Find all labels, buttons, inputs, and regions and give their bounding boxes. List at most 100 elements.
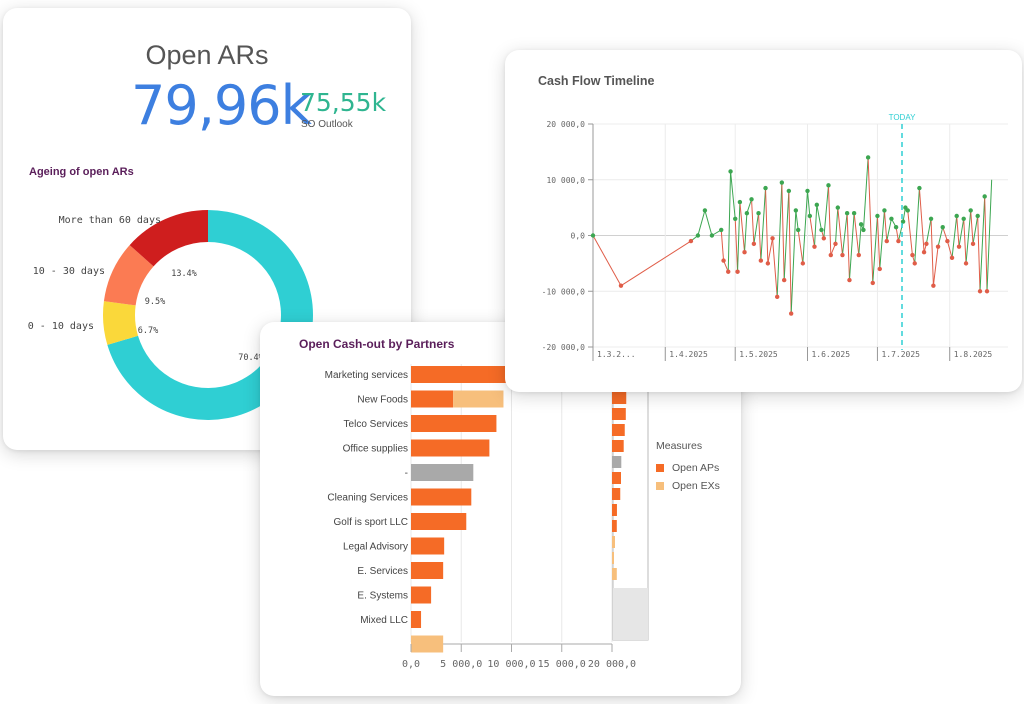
cf-data-point[interactable]	[882, 208, 887, 213]
cash-flow-series[interactable]	[590, 155, 993, 316]
cf-data-point[interactable]	[788, 311, 794, 316]
cf-data-point[interactable]	[833, 241, 838, 247]
cf-data-point[interactable]	[735, 269, 740, 274]
cf-data-point[interactable]	[963, 261, 969, 266]
cf-data-point[interactable]	[719, 227, 724, 233]
cf-data-point[interactable]	[893, 224, 899, 230]
cash-out-bars[interactable]	[411, 366, 507, 653]
cf-data-point[interactable]	[858, 222, 864, 227]
legend-item-open-aps[interactable]: Open APs	[656, 462, 720, 474]
cf-data-point[interactable]	[618, 283, 624, 288]
cf-data-point[interactable]	[695, 233, 701, 238]
cf-data-point[interactable]	[870, 280, 875, 286]
co-bar-open-aps[interactable]	[411, 366, 507, 383]
cf-data-point[interactable]	[749, 197, 754, 202]
cf-data-point[interactable]	[709, 233, 715, 238]
cf-data-point[interactable]	[924, 241, 929, 247]
co-bar-open-aps[interactable]	[411, 390, 454, 408]
cf-data-point[interactable]	[590, 233, 596, 238]
cf-data-point[interactable]	[751, 241, 757, 247]
cf-data-point[interactable]	[900, 219, 906, 224]
cf-data-point[interactable]	[931, 283, 936, 288]
cf-data-point[interactable]	[865, 155, 871, 160]
cf-data-point[interactable]	[758, 258, 764, 263]
cf-data-point[interactable]	[774, 294, 780, 300]
cf-data-point[interactable]	[805, 188, 810, 194]
cf-data-point[interactable]	[896, 238, 901, 244]
cf-data-point[interactable]	[877, 266, 882, 272]
cf-data-point[interactable]	[688, 238, 694, 244]
cf-data-point[interactable]	[961, 216, 966, 221]
co-bar-open-aps[interactable]	[411, 415, 497, 432]
donut-slice-3[interactable]	[129, 210, 208, 267]
cf-data-point[interactable]	[819, 227, 824, 233]
cf-data-point[interactable]	[884, 238, 889, 244]
co-bar-open-exs[interactable]	[411, 635, 444, 653]
cf-data-point[interactable]	[984, 289, 990, 294]
cf-data-point[interactable]	[844, 211, 850, 216]
cf-data-point[interactable]	[828, 252, 834, 258]
cash-flow-line-chart[interactable]: 20 000,0 10 000,0 0,0 -10 000,0 -20 000,0 1.…	[505, 50, 1022, 392]
cf-data-point[interactable]	[982, 194, 987, 199]
cf-data-point[interactable]	[807, 213, 813, 219]
co-bar-open-aps[interactable]	[411, 488, 472, 506]
cf-data-point[interactable]	[949, 255, 955, 260]
cf-data-point[interactable]	[742, 250, 747, 255]
cf-data-point[interactable]	[977, 289, 983, 294]
cf-data-point[interactable]	[756, 211, 761, 216]
cf-data-point[interactable]	[940, 224, 945, 230]
cf-data-point[interactable]	[800, 261, 806, 266]
cf-data-point[interactable]	[840, 252, 845, 258]
cf-data-point[interactable]	[970, 241, 976, 247]
cf-data-point[interactable]	[795, 227, 801, 233]
co-bar-open-exs[interactable]	[453, 390, 504, 408]
cf-data-point[interactable]	[765, 261, 771, 266]
cf-data-point[interactable]	[812, 244, 817, 249]
co-bar-open-aps[interactable]	[411, 586, 432, 604]
cf-data-point[interactable]	[875, 213, 880, 219]
cf-data-point[interactable]	[928, 216, 934, 221]
cf-data-point[interactable]	[968, 208, 973, 213]
cf-data-point[interactable]	[770, 236, 775, 241]
cf-data-point[interactable]	[726, 269, 731, 274]
cash-out-mini-chart[interactable]	[612, 389, 649, 641]
cf-data-point[interactable]	[847, 277, 852, 283]
co-bar-open-aps[interactable]	[411, 611, 422, 628]
cf-data-point[interactable]	[721, 258, 726, 263]
cf-data-point[interactable]	[856, 252, 861, 258]
cf-data-point[interactable]	[835, 205, 841, 210]
donut-slice-1[interactable]	[103, 301, 139, 345]
cf-data-point[interactable]	[786, 188, 792, 194]
co-bar-open-aps[interactable]	[411, 562, 444, 579]
cf-data-point[interactable]	[814, 202, 820, 208]
cf-data-point[interactable]	[917, 185, 922, 191]
co-bar-open-aps[interactable]	[411, 537, 445, 555]
cf-data-point[interactable]	[733, 216, 738, 221]
cf-data-point[interactable]	[921, 250, 927, 255]
cf-data-point[interactable]	[781, 277, 787, 283]
cf-data-point[interactable]	[779, 180, 785, 185]
cf-data-point[interactable]	[821, 236, 827, 241]
mini-chart-scroll-region[interactable]	[613, 588, 648, 640]
cf-data-point[interactable]	[912, 261, 917, 266]
donut-slice-2[interactable]	[103, 245, 154, 306]
legend-item-open-exs[interactable]: Open EXs	[656, 480, 720, 492]
cf-data-point[interactable]	[861, 227, 866, 233]
cf-data-point[interactable]	[702, 208, 708, 213]
cash-out-bar-chart[interactable]: Marketing services New Foods Telco Service…	[260, 322, 741, 696]
cf-data-point[interactable]	[737, 199, 743, 205]
cf-data-point[interactable]	[763, 185, 768, 191]
cf-data-point[interactable]	[975, 213, 980, 219]
cf-data-point[interactable]	[935, 244, 941, 249]
cf-data-point[interactable]	[728, 169, 733, 174]
cf-data-point[interactable]	[826, 183, 831, 188]
co-bar-open-aps[interactable]	[411, 464, 474, 481]
cf-data-point[interactable]	[851, 211, 857, 216]
cf-data-point[interactable]	[744, 211, 750, 216]
cf-data-point[interactable]	[956, 244, 962, 249]
cf-data-point[interactable]	[954, 213, 959, 219]
co-bar-open-aps[interactable]	[411, 513, 467, 530]
cf-data-point[interactable]	[905, 208, 910, 213]
cf-data-point[interactable]	[945, 238, 950, 244]
cf-data-point[interactable]	[889, 216, 894, 221]
